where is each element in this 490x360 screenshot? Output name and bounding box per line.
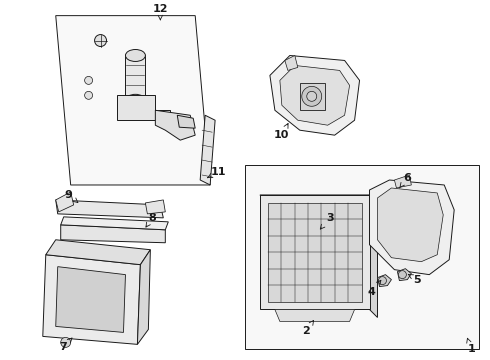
Polygon shape <box>137 250 150 345</box>
Polygon shape <box>43 255 141 345</box>
Ellipse shape <box>307 91 317 101</box>
Text: 3: 3 <box>320 213 334 229</box>
Polygon shape <box>56 192 74 212</box>
Ellipse shape <box>85 76 93 84</box>
Polygon shape <box>245 165 479 349</box>
Ellipse shape <box>61 337 71 347</box>
Text: 8: 8 <box>146 213 156 227</box>
Polygon shape <box>46 240 150 265</box>
Polygon shape <box>260 195 377 203</box>
Polygon shape <box>377 275 392 287</box>
Ellipse shape <box>398 271 406 279</box>
Ellipse shape <box>378 276 387 285</box>
Polygon shape <box>125 55 146 100</box>
Polygon shape <box>280 66 349 125</box>
Ellipse shape <box>95 35 106 46</box>
Polygon shape <box>61 225 165 243</box>
Polygon shape <box>56 267 125 332</box>
Polygon shape <box>56 15 210 185</box>
Polygon shape <box>285 55 298 71</box>
Polygon shape <box>155 110 195 140</box>
Polygon shape <box>56 200 163 218</box>
Text: 1: 1 <box>467 338 475 354</box>
Polygon shape <box>369 180 454 275</box>
Polygon shape <box>268 203 362 302</box>
Polygon shape <box>177 115 195 128</box>
Text: 10: 10 <box>274 123 290 140</box>
Polygon shape <box>397 269 412 280</box>
Polygon shape <box>275 310 355 321</box>
Ellipse shape <box>125 94 146 106</box>
Text: 6: 6 <box>399 173 411 188</box>
Polygon shape <box>260 195 369 310</box>
Polygon shape <box>146 200 165 214</box>
Polygon shape <box>377 188 443 262</box>
Polygon shape <box>270 55 360 135</box>
Text: 11: 11 <box>208 167 226 178</box>
Text: 7: 7 <box>59 338 72 352</box>
Text: 4: 4 <box>368 280 381 297</box>
Text: 5: 5 <box>408 274 421 285</box>
Polygon shape <box>300 84 325 110</box>
Polygon shape <box>394 175 412 188</box>
Text: 9: 9 <box>65 190 78 203</box>
Ellipse shape <box>125 50 146 62</box>
Text: 12: 12 <box>152 4 168 20</box>
Text: 2: 2 <box>302 320 314 336</box>
Ellipse shape <box>85 91 93 99</box>
Polygon shape <box>118 95 171 120</box>
Polygon shape <box>369 195 377 318</box>
Polygon shape <box>61 217 168 230</box>
Polygon shape <box>200 115 215 185</box>
Ellipse shape <box>302 86 322 106</box>
